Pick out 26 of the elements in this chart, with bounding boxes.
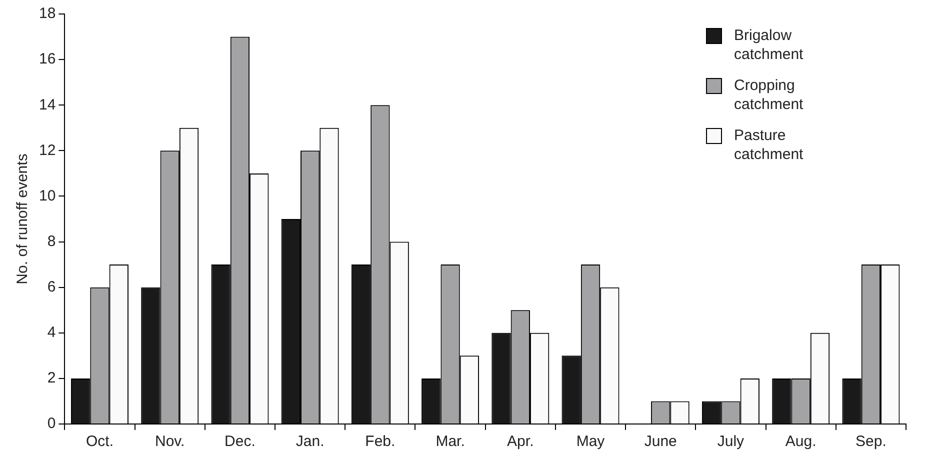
y-tick-label: 0 — [47, 415, 56, 432]
y-tick-label: 8 — [47, 232, 56, 250]
y-tick-label: 6 — [47, 278, 56, 296]
x-tick-label: Jan. — [296, 433, 324, 450]
y-tick-label: 12 — [38, 142, 56, 159]
x-tick-label: Dec. — [224, 433, 256, 450]
x-tick-label: Nov. — [154, 433, 185, 450]
x-tick-label: Sep. — [856, 433, 886, 450]
x-tick-label: Oct. — [86, 433, 114, 450]
x-tick-label: May — [576, 433, 606, 450]
y-tick-label: 4 — [47, 324, 56, 342]
x-tick-label: July — [717, 433, 745, 450]
x-tick-label: Aug. — [785, 433, 816, 450]
y-tick-label: 10 — [38, 187, 56, 204]
y-tick-label: 14 — [38, 96, 56, 114]
x-tick-label: Apr. — [507, 433, 534, 450]
legend-label: Cropping catchment — [734, 76, 804, 114]
legend-label: Pasture catchment — [734, 126, 804, 164]
x-tick-label: Feb. — [365, 433, 396, 450]
legend-label: Brigalow catchment — [734, 26, 804, 64]
x-tick-label: June — [644, 433, 677, 450]
y-tick-label: 16 — [38, 50, 56, 68]
y-tick-label: 18 — [38, 5, 56, 22]
x-tick-label: Mar. — [436, 433, 465, 450]
y-axis-title: No. of runoff events — [14, 154, 32, 284]
y-tick-label: 2 — [47, 370, 56, 387]
